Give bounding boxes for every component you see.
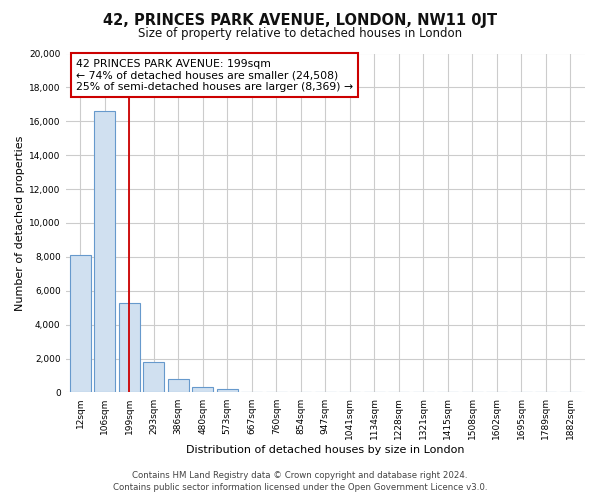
Text: 42 PRINCES PARK AVENUE: 199sqm
← 74% of detached houses are smaller (24,508)
25%: 42 PRINCES PARK AVENUE: 199sqm ← 74% of … [76, 58, 353, 92]
Text: Contains HM Land Registry data © Crown copyright and database right 2024.
Contai: Contains HM Land Registry data © Crown c… [113, 471, 487, 492]
Bar [143, 362, 164, 392]
Bar [217, 389, 238, 392]
Bar [168, 379, 188, 392]
Text: 42, PRINCES PARK AVENUE, LONDON, NW11 0JT: 42, PRINCES PARK AVENUE, LONDON, NW11 0J… [103, 12, 497, 28]
Y-axis label: Number of detached properties: Number of detached properties [15, 136, 25, 310]
Text: Size of property relative to detached houses in London: Size of property relative to detached ho… [138, 28, 462, 40]
Bar [70, 255, 91, 392]
Bar [119, 302, 140, 392]
X-axis label: Distribution of detached houses by size in London: Distribution of detached houses by size … [186, 445, 464, 455]
Bar [94, 111, 115, 392]
Bar [193, 388, 213, 392]
